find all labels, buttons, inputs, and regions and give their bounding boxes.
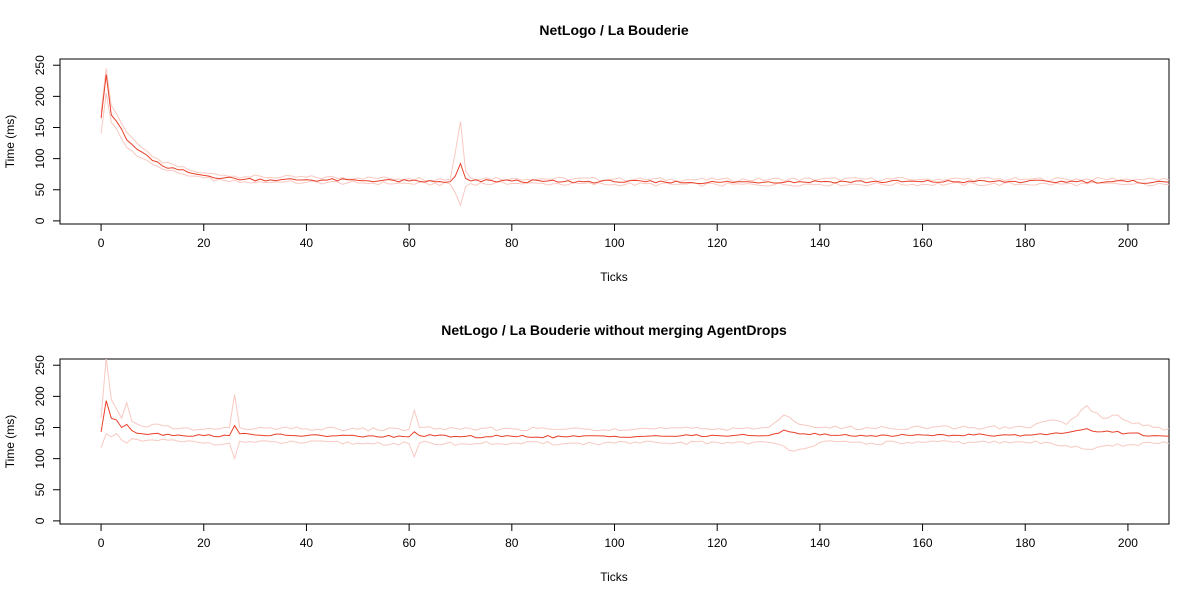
x-tick-label: 100 [604, 536, 624, 550]
y-tick-label: 50 [33, 183, 47, 197]
x-tick-label: 160 [913, 236, 933, 250]
x-tick-label: 180 [1015, 536, 1035, 550]
series-upper-line [100, 359, 1169, 432]
y-tick-label: 100 [33, 148, 47, 168]
x-tick-label: 60 [402, 236, 416, 250]
x-tick-label: 200 [1118, 236, 1138, 250]
x-tick-label: 120 [707, 236, 727, 250]
x-tick-label: 100 [604, 236, 624, 250]
panel-1-series-group [100, 68, 1169, 207]
x-tick-label: 200 [1118, 536, 1138, 550]
x-tick-label: 60 [402, 536, 416, 550]
y-tick-label: 200 [33, 86, 47, 106]
series-mean-line [100, 74, 1169, 185]
x-tick-label: 180 [1015, 236, 1035, 250]
panel-1-title: NetLogo / La Bouderie [539, 22, 689, 38]
panel-2-plot-frame [59, 358, 1170, 525]
y-tick-label: 150 [33, 117, 47, 137]
y-tick-label: 0 [33, 217, 47, 224]
x-tick-label: 40 [300, 536, 314, 550]
y-tick-label: 250 [33, 55, 47, 75]
y-tick-label: 250 [33, 355, 47, 375]
panel-2: NetLogo / La Bouderie without merging Ag… [3, 322, 1170, 584]
x-tick-label: 140 [810, 536, 830, 550]
panel-1-y-label: Time (ms) [3, 115, 17, 169]
y-tick-label: 100 [33, 448, 47, 468]
series-mean-line [100, 400, 1169, 439]
x-tick-label: 140 [810, 236, 830, 250]
y-tick-label: 50 [33, 483, 47, 497]
panel-1-plot-frame [59, 58, 1170, 225]
x-tick-label: 0 [98, 536, 105, 550]
series-lower-line [100, 93, 1169, 207]
panel-1-y-axis: 0 50 100 150 200 250 [33, 55, 60, 224]
panel-2-y-axis: 0 50 100 150 200 250 [33, 355, 60, 524]
panel-1-x-axis: 0 20 40 60 80 100 120 140 160 180 200 [98, 224, 1138, 250]
series-upper-line [100, 68, 1169, 183]
panel-1: NetLogo / La Bouderie 0 20 40 60 80 100 120 140… [3, 22, 1170, 284]
series-lower-line [100, 432, 1169, 461]
panel-2-series-group [100, 359, 1169, 461]
x-tick-label: 120 [707, 536, 727, 550]
y-tick-label: 150 [33, 417, 47, 437]
x-tick-label: 0 [98, 236, 105, 250]
x-tick-label: 80 [505, 236, 519, 250]
panel-2-x-axis: 0 20 40 60 80 100 120 140 160 180 200 [98, 524, 1138, 550]
x-tick-label: 40 [300, 236, 314, 250]
y-tick-label: 200 [33, 386, 47, 406]
panel-2-title: NetLogo / La Bouderie without merging Ag… [441, 322, 787, 338]
x-tick-label: 20 [197, 536, 211, 550]
panel-1-x-label: Ticks [600, 270, 628, 284]
x-tick-label: 20 [197, 236, 211, 250]
x-tick-label: 80 [505, 536, 519, 550]
y-tick-label: 0 [33, 517, 47, 524]
panel-2-y-label: Time (ms) [3, 415, 17, 469]
x-tick-label: 160 [913, 536, 933, 550]
panel-2-x-label: Ticks [600, 570, 628, 584]
